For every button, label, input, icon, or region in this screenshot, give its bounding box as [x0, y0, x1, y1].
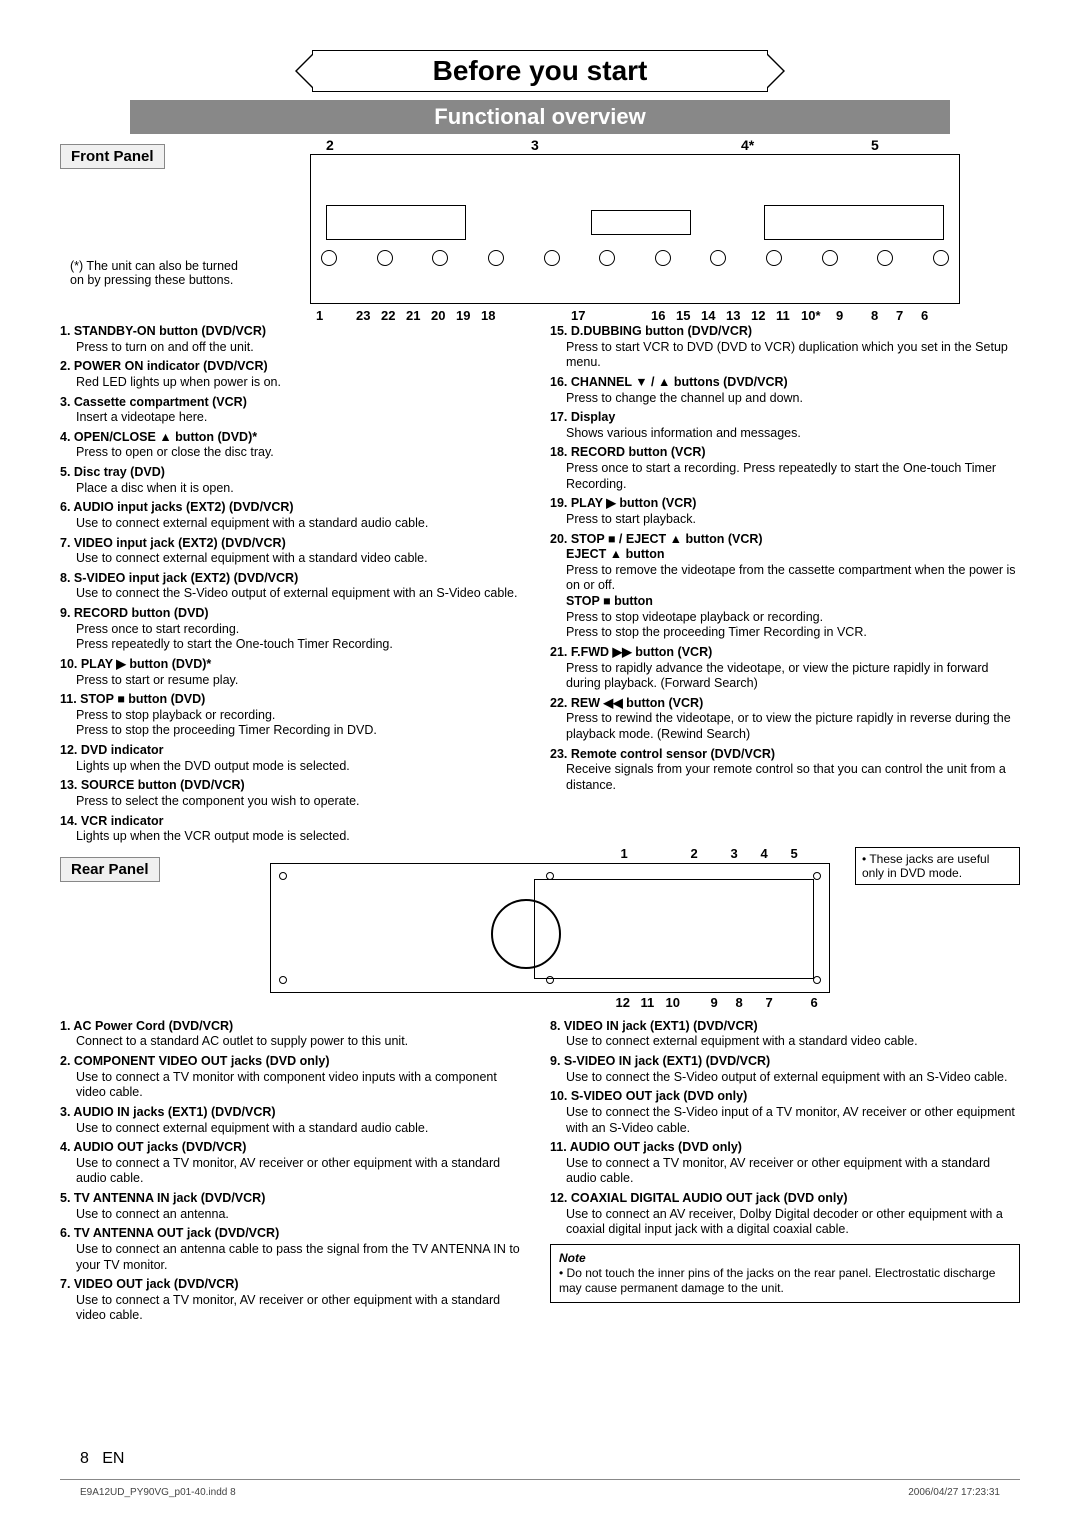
title-banner: Before you start [60, 50, 1020, 92]
list-item: 20. STOP ■ / EJECT ▲ button (VCR)EJECT ▲… [550, 532, 1020, 641]
list-item: 12. COAXIAL DIGITAL AUDIO OUT jack (DVD … [550, 1191, 1020, 1238]
list-item: 17. DisplayShows various information and… [550, 410, 1020, 441]
list-item: 23. Remote control sensor (DVD/VCR)Recei… [550, 747, 1020, 794]
front-items: 1. STANDBY-ON button (DVD/VCR)Press to t… [60, 324, 1020, 849]
list-item: 2. COMPONENT VIDEO OUT jacks (DVD only)U… [60, 1054, 530, 1101]
list-item: 6. AUDIO input jacks (EXT2) (DVD/VCR)Use… [60, 500, 530, 531]
list-item: 1. STANDBY-ON button (DVD/VCR)Press to t… [60, 324, 530, 355]
list-item: 13. SOURCE button (DVD/VCR)Press to sele… [60, 778, 530, 809]
list-item: 5. Disc tray (DVD)Place a disc when it i… [60, 465, 530, 496]
list-item: 11. STOP ■ button (DVD)Press to stop pla… [60, 692, 530, 739]
page-title: Before you start [433, 55, 648, 86]
footer-meta: E9A12UD_PY90VG_p01-40.indd 8 2006/04/27 … [80, 1487, 1000, 1498]
list-item: 3. Cassette compartment (VCR)Insert a vi… [60, 395, 530, 426]
list-item: 1. AC Power Cord (DVD/VCR)Connect to a s… [60, 1019, 530, 1050]
list-item: 8. VIDEO IN jack (EXT1) (DVD/VCR)Use to … [550, 1019, 1020, 1050]
list-item: 7. VIDEO OUT jack (DVD/VCR)Use to connec… [60, 1277, 530, 1324]
list-item: 11. AUDIO OUT jacks (DVD only)Use to con… [550, 1140, 1020, 1187]
front-panel-label: Front Panel [60, 144, 165, 169]
list-item: 7. VIDEO input jack (EXT2) (DVD/VCR)Use … [60, 536, 530, 567]
subtitle-bar: Functional overview [130, 100, 950, 134]
list-item: 21. F.FWD ▶▶ button (VCR)Press to rapidl… [550, 645, 1020, 692]
list-item: 18. RECORD button (VCR)Press once to sta… [550, 445, 1020, 492]
list-item: 2. POWER ON indicator (DVD/VCR)Red LED l… [60, 359, 530, 390]
page-number: 8 EN [80, 1450, 124, 1468]
list-item: 22. REW ◀◀ button (VCR)Press to rewind t… [550, 696, 1020, 743]
rear-items: 1. AC Power Cord (DVD/VCR)Connect to a s… [60, 1019, 1020, 1328]
list-item: 5. TV ANTENNA IN jack (DVD/VCR)Use to co… [60, 1191, 530, 1222]
front-panel-diagram: 2 3 4* 5 1 23 22 21 20 19 18 17 16 15 14… [310, 154, 960, 304]
list-item: 4. OPEN/CLOSE ▲ button (DVD)*Press to op… [60, 430, 530, 461]
list-item: 9. RECORD button (DVD)Press once to star… [60, 606, 530, 653]
rear-panel-label: Rear Panel [60, 857, 160, 882]
rear-note-box: • These jacks are useful only in DVD mod… [855, 847, 1020, 885]
note-box: Note• Do not touch the inner pins of the… [550, 1244, 1020, 1303]
list-item: 8. S-VIDEO input jack (EXT2) (DVD/VCR)Us… [60, 571, 530, 602]
list-item: 9. S-VIDEO IN jack (EXT1) (DVD/VCR)Use t… [550, 1054, 1020, 1085]
list-item: 16. CHANNEL ▼ / ▲ buttons (DVD/VCR)Press… [550, 375, 1020, 406]
list-item: 10. PLAY ▶ button (DVD)*Press to start o… [60, 657, 530, 688]
list-item: 15. D.DUBBING button (DVD/VCR)Press to s… [550, 324, 1020, 371]
list-item: 12. DVD indicatorLights up when the DVD … [60, 743, 530, 774]
list-item: 3. AUDIO IN jacks (EXT1) (DVD/VCR)Use to… [60, 1105, 530, 1136]
list-item: 10. S-VIDEO OUT jack (DVD only)Use to co… [550, 1089, 1020, 1136]
list-item: 4. AUDIO OUT jacks (DVD/VCR)Use to conne… [60, 1140, 530, 1187]
list-item: 6. TV ANTENNA OUT jack (DVD/VCR)Use to c… [60, 1226, 530, 1273]
list-item: 19. PLAY ▶ button (VCR)Press to start pl… [550, 496, 1020, 527]
rear-panel-diagram: 1 2 3 4 5 12 11 10 9 8 7 6 [270, 863, 830, 993]
asterisk-note: (*) The unit can also be turned on by pr… [60, 259, 240, 287]
list-item: 14. VCR indicatorLights up when the VCR … [60, 814, 530, 845]
